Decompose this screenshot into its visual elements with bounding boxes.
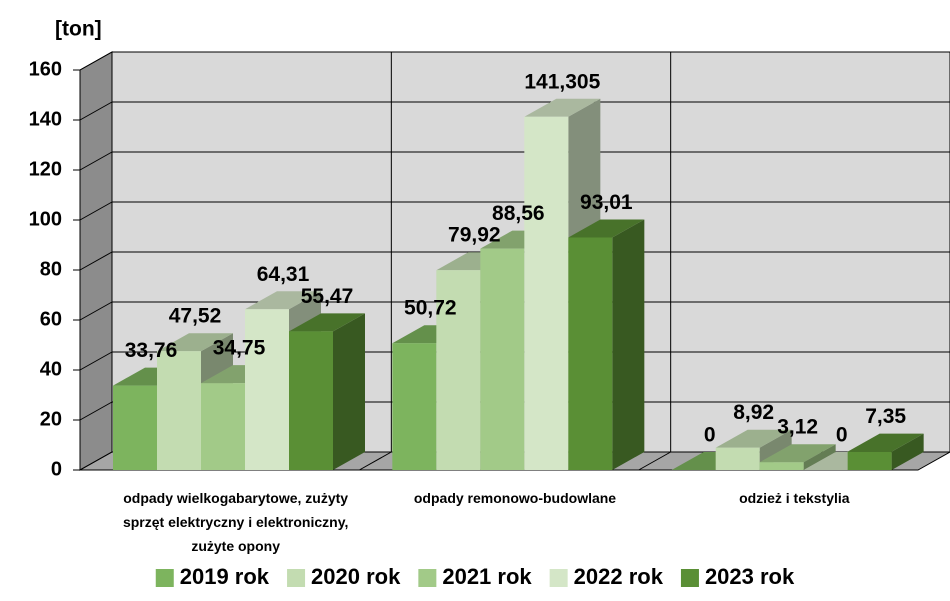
y-tick-label: 20: [40, 408, 62, 430]
legend: 2019 rok 2020 rok 2021 rok 2022 rok 2023 rok: [155, 564, 795, 589]
bar-side: [891, 433, 924, 470]
grid-line: [79, 451, 113, 471]
legend-label: 2021 rok: [442, 564, 532, 589]
bar: [524, 116, 569, 471]
legend-marker: [680, 569, 699, 587]
bar: [245, 309, 289, 470]
legend-label: 2023 rok: [705, 564, 795, 589]
grid-line: [79, 301, 113, 321]
y-tick-label: 100: [29, 208, 62, 230]
bar-top: [245, 291, 321, 310]
group-divider: [359, 451, 392, 471]
y-tick-label: 160: [29, 58, 62, 80]
data-label: 47,52: [169, 305, 222, 328]
data-label: 55,47: [301, 285, 354, 308]
x-tick-label: odpady remonowo-budowlane: [413, 490, 617, 506]
grid-line: [79, 351, 113, 371]
bar: [436, 270, 481, 470]
grid-line: [79, 51, 113, 71]
y-tick-label: 80: [40, 258, 62, 280]
x-tick-label: odzież i tekstylia: [739, 490, 850, 506]
data-label: 88,56: [492, 202, 545, 225]
data-label: 0: [704, 424, 716, 447]
data-label: 33,76: [125, 339, 178, 362]
data-label: 0: [836, 424, 848, 447]
bar: [157, 351, 201, 470]
y-tick-label: 60: [40, 308, 62, 330]
data-label: 64,31: [257, 263, 310, 286]
legend-marker: [287, 569, 306, 587]
bar-side: [803, 444, 836, 470]
bar: [480, 248, 525, 470]
bar: [715, 447, 760, 470]
bar-top: [524, 98, 601, 117]
grid-line: [79, 251, 113, 271]
y-tick-label: 120: [29, 158, 62, 180]
bar-top: [759, 444, 836, 463]
bar-side: [612, 219, 645, 470]
grid-line: [79, 401, 113, 421]
legend-marker: [155, 569, 174, 587]
bar: [289, 331, 333, 470]
bar-top: [568, 219, 645, 238]
y-tick-label: 140: [29, 108, 62, 130]
legend-label: 2022 rok: [574, 564, 664, 589]
group-divider: [638, 451, 671, 471]
legend-marker: [549, 569, 568, 587]
data-label: 79,92: [448, 224, 501, 247]
bar: [759, 462, 804, 470]
y-tick-label: 40: [40, 358, 62, 380]
data-label: 141,305: [524, 70, 600, 93]
data-label: 8,92: [733, 401, 774, 424]
y-axis-label: [ton]: [55, 18, 102, 41]
bar: [568, 237, 613, 470]
grid-line: [79, 151, 113, 171]
bar-side: [333, 313, 365, 470]
legend-marker: [418, 569, 437, 587]
bar-top: [715, 429, 792, 448]
data-label: 34,75: [213, 337, 266, 360]
grid-line: [79, 101, 113, 121]
bar: [392, 343, 437, 470]
bar-top: [847, 433, 924, 452]
data-label: 7,35: [865, 405, 906, 428]
data-label: 3,12: [777, 416, 818, 439]
bar: [113, 385, 157, 470]
y-tick-label: 0: [51, 458, 62, 480]
legend-label: 2019 rok: [180, 564, 270, 589]
bar-top: [157, 333, 233, 352]
bar-top: [289, 313, 365, 332]
data-label: 93,01: [580, 191, 633, 214]
data-label: 50,72: [404, 297, 457, 320]
x-tick-label: odpady wielkogabarytowe, zużyty sprzęt e…: [122, 490, 349, 554]
bar: [201, 383, 245, 470]
bar: [847, 451, 892, 470]
legend-label: 2020 rok: [311, 564, 401, 589]
grid-line: [79, 201, 113, 221]
